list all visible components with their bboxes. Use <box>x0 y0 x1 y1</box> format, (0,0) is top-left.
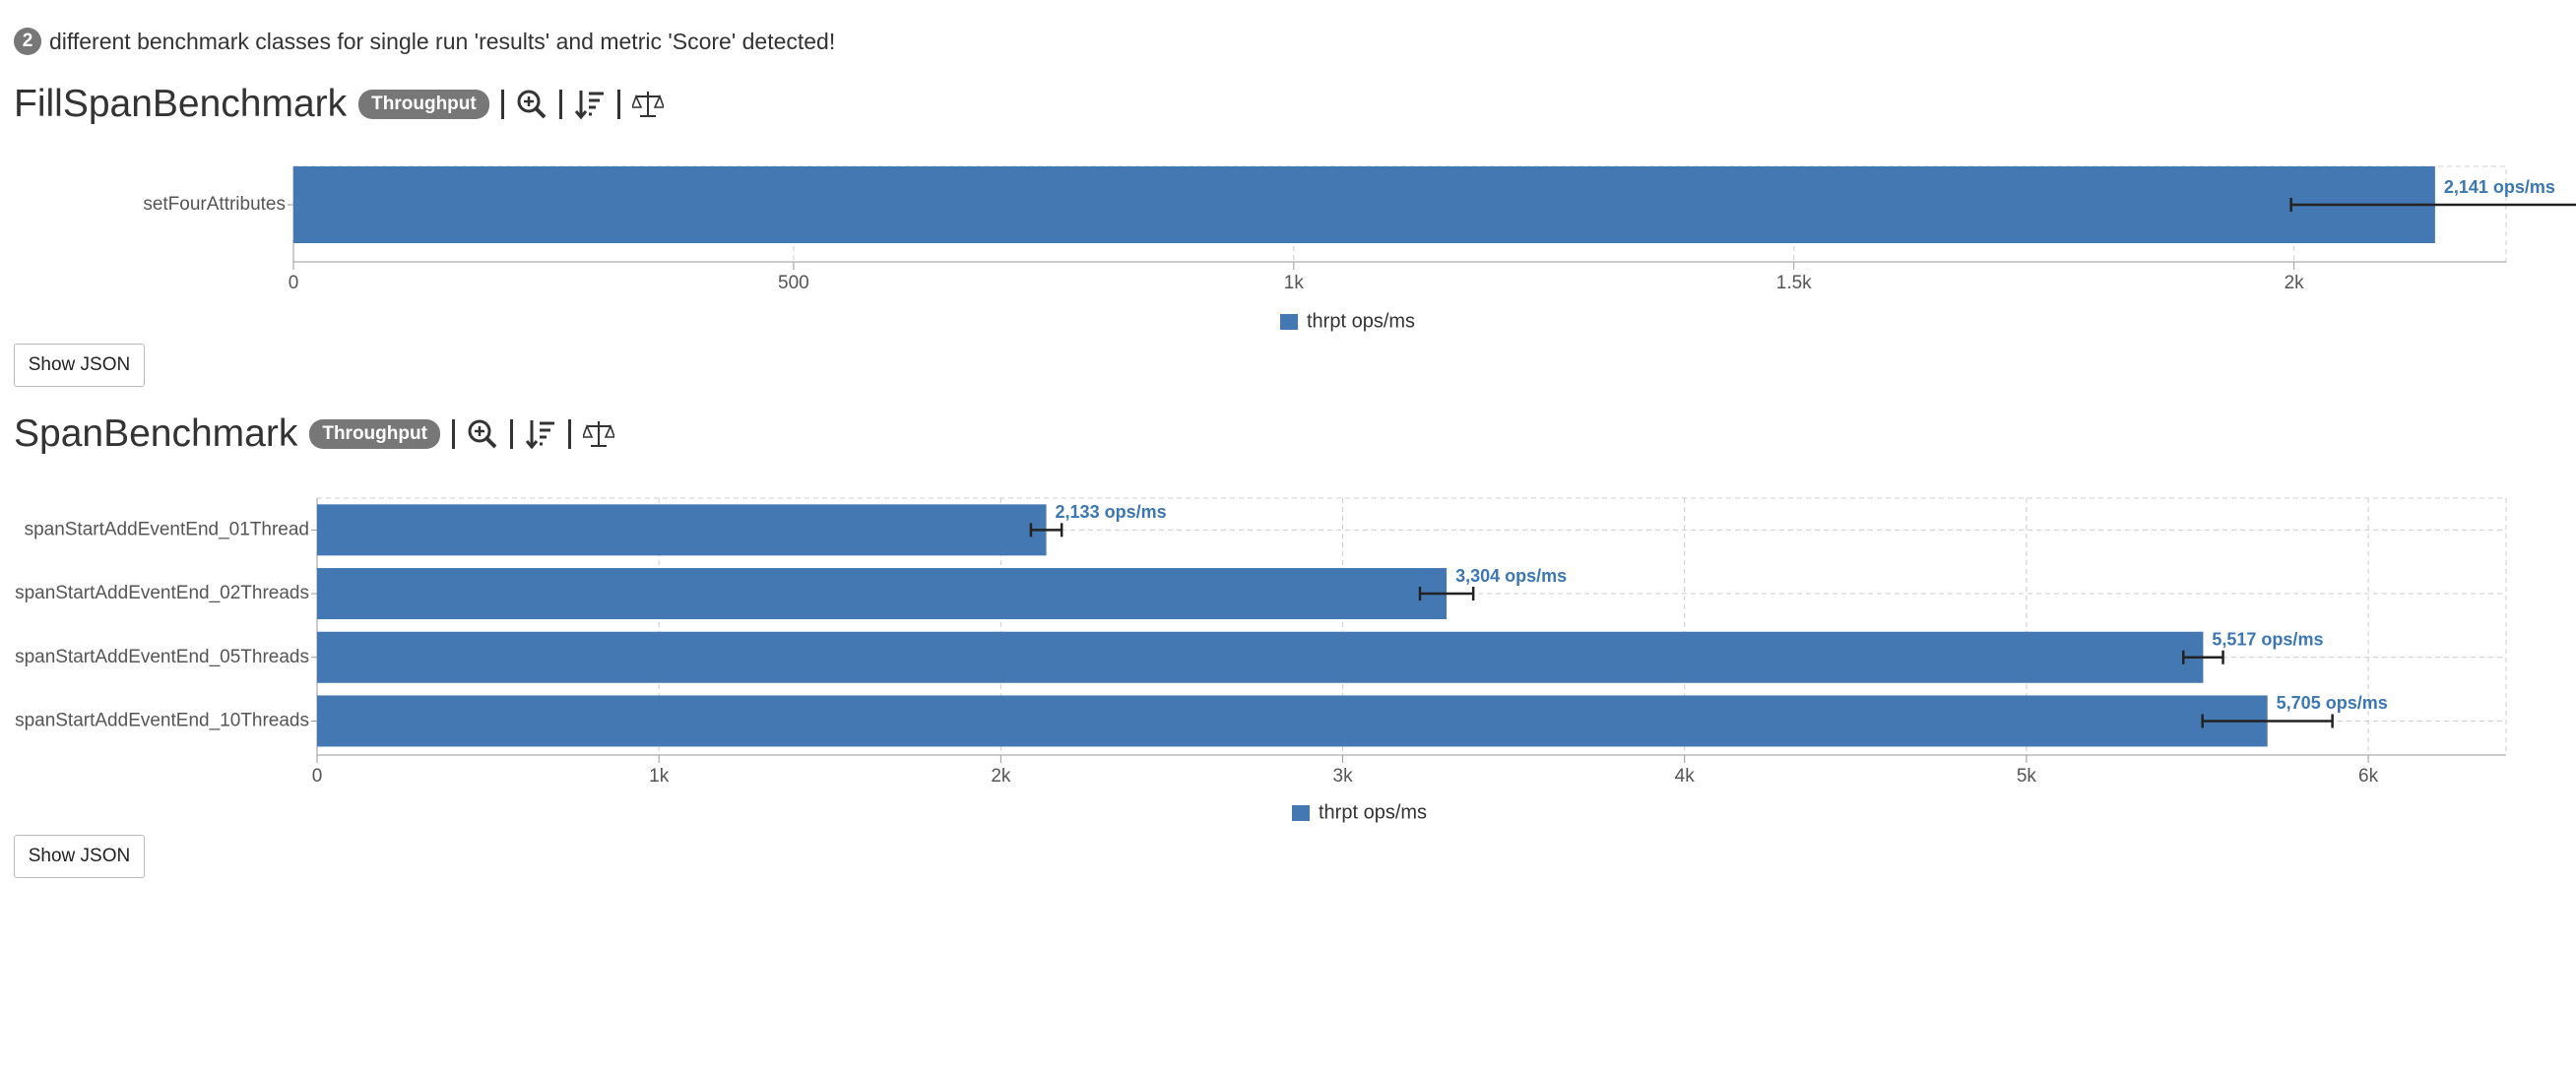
legend-label: thrpt ops/ms <box>1319 801 1427 823</box>
x-tick-label: 4k <box>1675 766 1696 787</box>
separator <box>616 90 620 119</box>
legend-label: thrpt ops/ms <box>1307 310 1415 332</box>
x-tick-label: 1k <box>1284 273 1305 293</box>
separator <box>558 90 562 119</box>
y-tick-label: spanStartAddEventEnd_02Threads <box>15 583 309 603</box>
value-label: 5,517 ops/ms <box>2212 630 2323 650</box>
mode-badge: Throughput <box>309 419 440 449</box>
x-tick-label: 6k <box>2358 766 2379 787</box>
chart-title: SpanBenchmark <box>14 412 298 455</box>
x-tick-label: 500 <box>778 273 809 293</box>
bar <box>317 695 2268 747</box>
x-tick-label: 2k <box>991 766 1011 787</box>
y-tick-label: spanStartAddEventEnd_05Threads <box>15 647 309 667</box>
show-json-button[interactable]: Show JSON <box>14 344 145 387</box>
toolbar-icon[interactable] <box>467 418 498 450</box>
y-tick-label: spanStartAddEventEnd_01Thread <box>25 519 309 539</box>
chart-title: FillSpanBenchmark <box>14 83 348 125</box>
toolbar-icon[interactable] <box>582 418 614 450</box>
toolbar-icon[interactable] <box>631 89 664 120</box>
separator <box>567 419 571 449</box>
toolbar-icon[interactable] <box>525 418 556 450</box>
show-json-button[interactable]: Show JSON <box>14 835 145 878</box>
x-tick-label: 2k <box>2285 273 2305 293</box>
legend-swatch <box>1280 314 1298 330</box>
bar <box>293 166 2435 243</box>
legend-swatch <box>1292 805 1310 821</box>
value-label: 5,705 ops/ms <box>2277 693 2388 713</box>
x-tick-label: 5k <box>2017 766 2037 787</box>
value-label: 2,141 ops/ms <box>2444 177 2555 197</box>
y-tick-label: spanStartAddEventEnd_10Threads <box>15 710 309 730</box>
x-tick-label: 3k <box>1333 766 1354 787</box>
toolbar-icon[interactable] <box>516 89 547 120</box>
bar <box>317 568 1448 620</box>
notice-text: different benchmark classes for single r… <box>49 28 836 54</box>
count-badge: 2 <box>14 28 41 55</box>
x-tick-label: 1.5k <box>1776 273 1812 293</box>
chart: 0 500 1k 1.5k 2k setFourAttributes 2,141 ops/m… <box>143 165 2576 332</box>
x-tick-label: 0 <box>312 766 323 787</box>
value-label: 2,133 ops/ms <box>1056 502 1167 522</box>
chart-header: FillSpanBenchmark Throughput <box>14 83 664 126</box>
separator <box>451 419 455 449</box>
chart-header: SpanBenchmark Throughput <box>14 412 614 456</box>
chart: 0 1k 2k 3k 4k 5k 6k spanStartAddEventEnd_01Thre… <box>15 497 2507 823</box>
separator <box>500 90 504 119</box>
bar <box>317 631 2204 683</box>
y-tick-label: setFourAttributes <box>143 194 286 215</box>
toolbar-icon[interactable] <box>574 89 606 120</box>
separator <box>509 419 513 449</box>
bar <box>317 504 1047 556</box>
x-tick-label: 1k <box>649 766 670 787</box>
mode-badge: Throughput <box>358 90 489 119</box>
x-tick-label: 0 <box>289 273 299 293</box>
value-label: 3,304 ops/ms <box>1455 566 1567 586</box>
notice: 2 different benchmark classes for single… <box>14 28 835 55</box>
